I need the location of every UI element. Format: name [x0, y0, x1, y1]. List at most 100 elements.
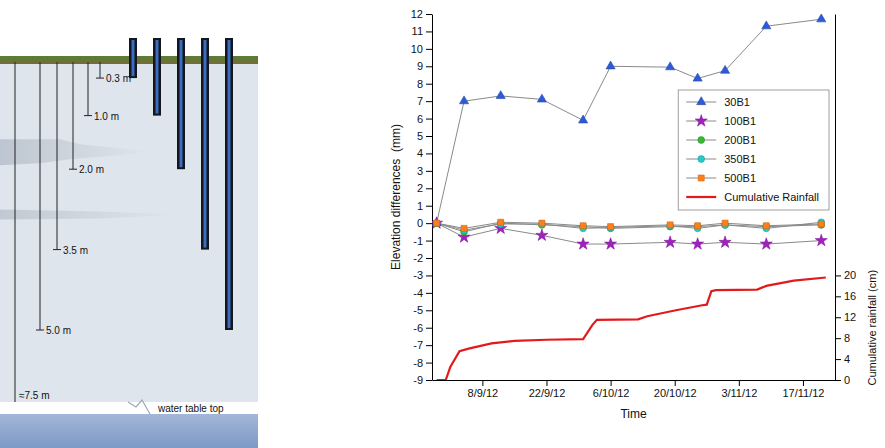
series-marker — [818, 222, 825, 229]
depth-label: 3.5 m — [63, 245, 88, 256]
x-axis-title: Time — [620, 407, 647, 421]
lens — [0, 139, 150, 165]
x-tick-mark — [739, 380, 740, 386]
depth-guide — [15, 62, 16, 408]
series-marker — [498, 219, 504, 225]
depth-label: 5.0 m — [46, 325, 71, 336]
series-marker — [607, 224, 614, 231]
series-marker — [608, 224, 614, 230]
y-tick-label: -5 — [413, 304, 423, 316]
legend-swatch — [686, 196, 716, 198]
y-tick: -9 — [413, 374, 432, 386]
y2-tick-mark — [835, 317, 841, 318]
legend-label: 350B1 — [724, 153, 756, 165]
x-tick-label: 22/9/12 — [529, 387, 566, 399]
series-marker — [579, 115, 588, 123]
series-marker — [719, 236, 731, 247]
series-marker — [433, 220, 440, 227]
series-marker — [664, 236, 676, 247]
y-tick-label: 5 — [417, 130, 423, 142]
rod-core — [132, 40, 135, 76]
y-tick: 7 — [417, 95, 432, 107]
y-tick: -1 — [413, 235, 432, 247]
y-tick-mark — [426, 380, 432, 381]
y-tick-label: 12 — [411, 8, 423, 20]
rod-core — [228, 40, 231, 328]
y-tick: -5 — [413, 304, 432, 316]
y-tick-label: 3 — [417, 165, 423, 177]
y-tick-mark — [426, 14, 432, 15]
y2-tick: 12 — [835, 311, 856, 323]
y-tick-label: -8 — [413, 357, 423, 369]
series-marker — [577, 238, 589, 249]
rod-core — [180, 40, 183, 167]
rod — [177, 38, 185, 169]
x-tick-label: 8/9/12 — [468, 387, 499, 399]
series-marker — [580, 223, 587, 230]
y-tick-label: -3 — [413, 269, 423, 281]
y-axis-line — [432, 15, 433, 381]
depth-guide — [40, 62, 41, 330]
legend: 30B1 100B1 200B1 350B1 500B1 Cumulative Rainf… — [678, 90, 829, 210]
y-tick-mark — [426, 188, 432, 189]
y-tick-label: 10 — [411, 43, 423, 55]
series-marker — [693, 73, 702, 81]
series-marker — [695, 223, 701, 229]
y2-tick-mark — [835, 380, 841, 381]
y2-axis-line — [835, 15, 836, 381]
y2-tick-label: 16 — [844, 290, 856, 302]
legend-marker — [695, 115, 707, 126]
water-table-band — [0, 402, 258, 414]
depth-label: 2.0 m — [79, 164, 104, 175]
y-tick-mark — [426, 101, 432, 102]
y-tick-label: 9 — [417, 60, 423, 72]
series-marker — [667, 222, 673, 228]
y2-tick: 20 — [835, 269, 856, 281]
depth-tick — [96, 78, 104, 79]
y-tick: 10 — [411, 43, 432, 55]
y-tick-mark — [426, 31, 432, 32]
y-tick-mark — [426, 66, 432, 67]
series-marker — [461, 225, 467, 231]
legend-item: 30B1 — [686, 96, 750, 108]
legend-label: 500B1 — [724, 172, 756, 184]
y-tick-label: 7 — [417, 95, 423, 107]
legend-item: Cumulative Rainfall — [686, 191, 819, 203]
series-marker — [818, 221, 824, 227]
y-tick: 1 — [417, 200, 432, 212]
series-marker — [763, 223, 769, 229]
y-tick-mark — [426, 293, 432, 294]
depth-label: ≈7.5 m — [19, 390, 50, 401]
x-tick: 22/9/12 — [529, 380, 566, 399]
x-tick: 3/11/12 — [721, 380, 757, 399]
y-tick-mark — [426, 363, 432, 364]
legend-label: 200B1 — [724, 134, 756, 146]
y-tick: 4 — [417, 147, 432, 159]
series-marker — [606, 61, 615, 69]
y2-tick: 16 — [835, 290, 856, 302]
y-tick: 9 — [417, 60, 432, 72]
y-tick-label: -2 — [413, 252, 423, 264]
x-tick: 6/10/12 — [593, 380, 630, 399]
y2-axis-title: Cumulative rainfall (cm) — [866, 270, 878, 386]
y-tick: -4 — [413, 287, 432, 299]
series-marker — [539, 221, 546, 228]
series-marker — [459, 96, 468, 104]
y-tick-mark — [426, 84, 432, 85]
y-axis: -9-8-7-6-5-4-3-2-10123456789101112 — [411, 8, 433, 386]
depth-guide — [57, 62, 58, 250]
lens — [0, 210, 180, 220]
x-tick-label: 6/10/12 — [593, 387, 630, 399]
y2-tick-label: 20 — [844, 269, 856, 281]
depth-guide — [73, 62, 74, 169]
y-tick: -7 — [413, 339, 432, 351]
y-tick-mark — [426, 328, 432, 329]
series-marker — [721, 65, 730, 73]
y-tick-label: 11 — [412, 25, 423, 37]
series-marker — [434, 220, 440, 226]
x-tick-mark — [611, 380, 612, 386]
y-tick-mark — [426, 345, 432, 346]
legend-label: 100B1 — [724, 115, 756, 127]
series-marker — [496, 91, 505, 99]
y-tick-label: -1 — [413, 235, 423, 247]
